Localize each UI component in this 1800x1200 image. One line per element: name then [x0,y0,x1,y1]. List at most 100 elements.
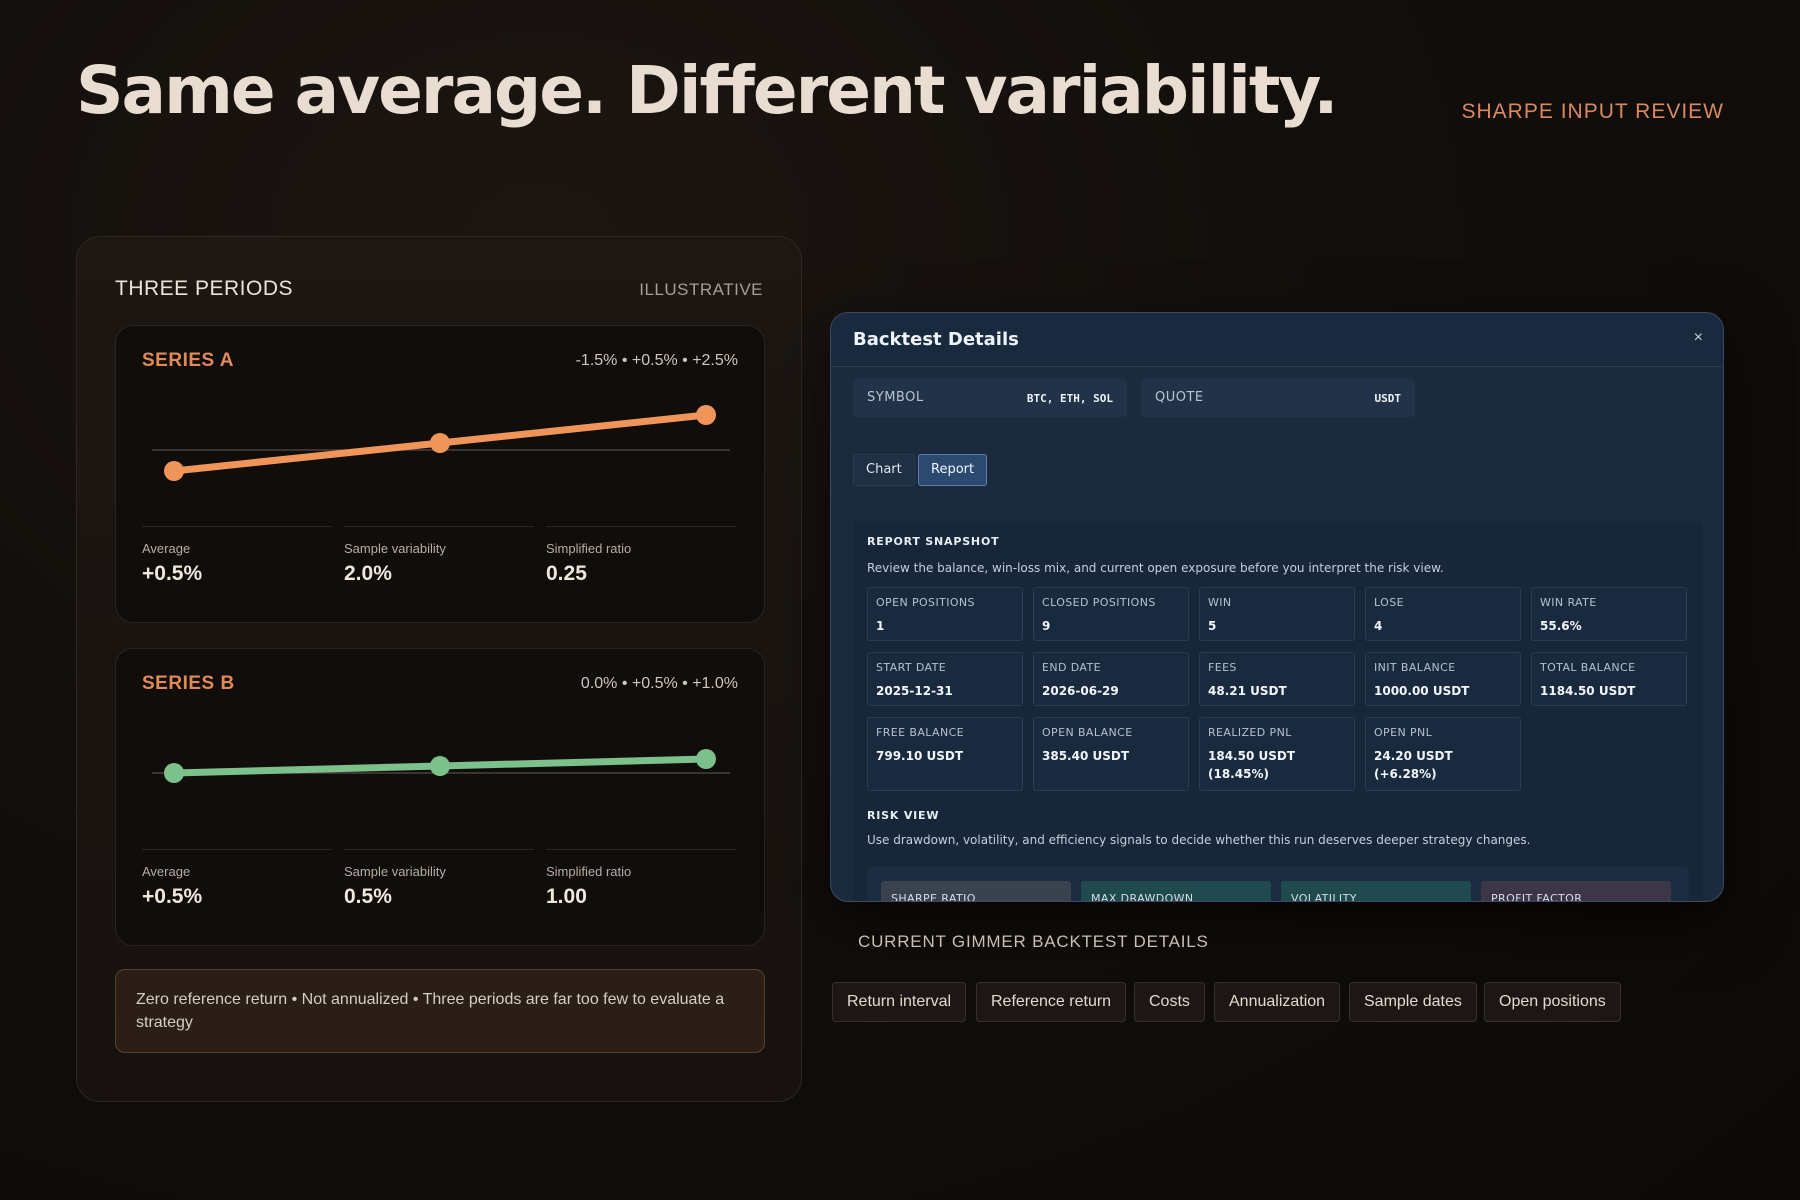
metric-value: 1 [876,619,885,633]
chip-annualization[interactable]: Annualization [1214,982,1341,1022]
metric-win-rate: WIN RATE 55.6% [1531,587,1687,641]
current-details-title: CURRENT GIMMER BACKTEST DETAILS [858,932,1209,951]
chip-sample-dates[interactable]: Sample dates [1349,982,1477,1022]
series-values: -1.5% • +0.5% • +2.5% [575,352,738,369]
series-point-2 [430,433,450,453]
stat-label: Simplified ratio [546,864,632,879]
metric-label: INIT BALANCE [1374,661,1456,674]
stat-value: +0.5% [142,885,203,908]
assumptions-note: Zero reference return • Not annualized •… [115,969,765,1053]
close-icon[interactable]: × [1693,329,1703,346]
panel-tag: ILLUSTRATIVE [639,280,763,299]
stat-average: Average +0.5% [142,526,332,586]
series-a-card: SERIES A -1.5% • +0.5% • +2.5% Average +… [115,325,765,623]
quote-filter[interactable]: QUOTE USDT [1141,379,1415,417]
stat-variability: Sample variability 0.5% [344,849,534,909]
metric-win: WIN 5 [1199,587,1355,641]
series-b-chart [152,749,730,783]
metric-label: OPEN PNL [1374,726,1433,739]
series-b-stats: Average +0.5% Sample variability 0.5% Si… [142,849,738,935]
window-header: Backtest Details × [831,313,1723,367]
stat-value: 0.25 [546,562,587,585]
metric-value: 2026-06-29 [1042,684,1119,698]
metric-value: 48.21 USDT [1208,684,1287,698]
series-a-chart [152,405,730,481]
top-tag: SHARPE INPUT REVIEW [1461,100,1724,123]
metric-open-balance: OPEN BALANCE 385.40 USDT [1033,717,1189,791]
metric-label: LOSE [1374,596,1404,609]
stat-value: 0.5% [344,885,392,908]
filter-value: USDT [1374,392,1402,405]
report-snapshot-desc: Review the balance, win-loss mix, and cu… [867,561,1444,575]
series-values: 0.0% • +0.5% • +1.0% [580,675,738,692]
series-a-stats: Average +0.5% Sample variability 2.0% Si… [142,526,738,612]
stat-variability: Sample variability 2.0% [344,526,534,586]
filter-key: SYMBOL [867,390,924,405]
metric-label: CLOSED POSITIONS [1042,596,1156,609]
stat-label: Simplified ratio [546,541,632,556]
headline: Same average. Different variability. [76,52,1338,129]
metric-label: WIN RATE [1540,596,1597,609]
chip-return-interval[interactable]: Return interval [832,982,967,1022]
stat-average: Average +0.5% [142,849,332,909]
stat-ratio: Simplified ratio 1.00 [546,849,736,909]
series-label: SERIES B [142,673,235,694]
tab-report[interactable]: Report [918,454,988,486]
stat-value: 1.00 [546,885,587,908]
risk-card-profit-factor[interactable]: PROFIT FACTOR [1481,881,1671,901]
risk-cards-row: SHARPE RATIO MAX DRAWDOWN VOLATILITY PRO… [867,867,1689,901]
chip-open-positions[interactable]: Open positions [1484,982,1621,1022]
metric-value: 385.40 USDT [1042,749,1130,763]
backtest-details-window: Backtest Details × SYMBOL BTC, ETH, SOL … [830,312,1724,902]
stat-label: Average [142,864,191,879]
panel-title: THREE PERIODS [115,277,294,300]
series-point-1 [164,461,184,481]
metric-free-balance: FREE BALANCE 799.10 USDT [867,717,1023,791]
metric-lose: LOSE 4 [1365,587,1521,641]
risk-card-volatility[interactable]: VOLATILITY [1281,881,1471,901]
series-point-1 [164,763,184,783]
metric-value: 799.10 USDT [876,749,964,763]
metric-value: 55.6% [1540,619,1582,633]
symbol-filter[interactable]: SYMBOL BTC, ETH, SOL [853,379,1127,417]
metric-value: 2025-12-31 [876,684,953,698]
metric-label: OPEN BALANCE [1042,726,1133,739]
stat-value: +0.5% [142,562,203,585]
metric-label: START DATE [876,661,947,674]
metric-label: WIN [1208,596,1232,609]
risk-card-sharpe-ratio[interactable]: SHARPE RATIO [881,881,1071,901]
metric-value: 1184.50 USDT [1540,684,1636,698]
metric-init-balance: INIT BALANCE 1000.00 USDT [1365,652,1521,706]
metric-realized-pnl: REALIZED PNL 184.50 USDT (18.45%) [1199,717,1355,791]
series-b-card: SERIES B 0.0% • +0.5% • +1.0% Average +0… [115,648,765,946]
metric-end-date: END DATE 2026-06-29 [1033,652,1189,706]
chip-costs[interactable]: Costs [1134,982,1205,1022]
series-label: SERIES A [142,350,234,371]
series-point-3 [696,749,716,769]
window-title: Backtest Details [853,329,1019,350]
metric-open-pnl: OPEN PNL 24.20 USDT (+6.28%) [1365,717,1521,791]
metric-label: TOTAL BALANCE [1540,661,1636,674]
metric-label: FEES [1208,661,1237,674]
metric-value: 5 [1208,619,1217,633]
metric-label: REALIZED PNL [1208,726,1292,739]
filter-value: BTC, ETH, SOL [1026,392,1113,405]
series-point-3 [696,405,716,425]
stat-ratio: Simplified ratio 0.25 [546,526,736,586]
metric-value: 1000.00 USDT [1374,684,1470,698]
stat-value: 2.0% [344,562,392,585]
chip-reference-return[interactable]: Reference return [976,982,1127,1022]
metric-fees: FEES 48.21 USDT [1199,652,1355,706]
stat-label: Average [142,541,191,556]
risk-card-max-drawdown[interactable]: MAX DRAWDOWN [1081,881,1271,901]
risk-view-title: RISK VIEW [867,809,940,822]
stat-label: Sample variability [344,541,446,556]
metric-label: OPEN POSITIONS [876,596,975,609]
report-snapshot-title: REPORT SNAPSHOT [867,535,1000,548]
report-panel: REPORT SNAPSHOT Review the balance, win-… [853,521,1703,901]
tab-chart[interactable]: Chart [853,454,915,486]
metric-total-balance: TOTAL BALANCE 1184.50 USDT [1531,652,1687,706]
metric-value: 184.50 USDT (18.45%) [1208,749,1296,781]
stat-label: Sample variability [344,864,446,879]
metric-value: 4 [1374,619,1383,633]
